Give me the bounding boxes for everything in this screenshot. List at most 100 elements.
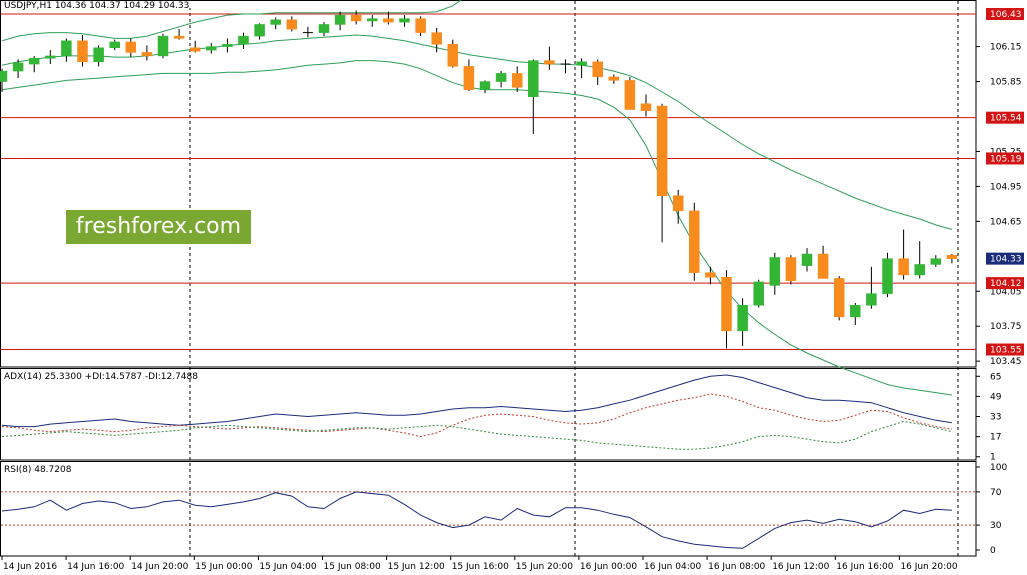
candle-body-21 (334, 14, 346, 25)
price-tag-label-5: 103.55 (990, 346, 1022, 356)
chart-title: USDJPY,H1 104.36 104.37 104.29 104.33 (4, 1, 189, 11)
adx-panel-frame (0, 368, 977, 461)
candle-body-23 (367, 18, 378, 22)
candle-body-6 (93, 47, 104, 62)
candle-45 (721, 270, 732, 349)
candle-body-5 (77, 40, 88, 62)
candle-body-16 (254, 24, 265, 37)
candle-28 (447, 39, 459, 68)
candle-body-26 (415, 18, 426, 33)
adx-tick-label-3: 17 (990, 433, 1001, 443)
candle-body-7 (109, 41, 120, 49)
candle-54 (866, 266, 877, 309)
time-tick-label-7: 15 Jun 16:00 (452, 562, 509, 572)
adx-tick-label-2: 33 (990, 413, 1001, 423)
candle-10 (157, 33, 169, 59)
candle-body-0 (0, 70, 8, 82)
time-tick-label-11: 16 Jun 08:00 (708, 562, 765, 572)
adx-series-1-line (1, 393, 952, 438)
candle-0 (0, 68, 8, 93)
candle-36 (576, 58, 587, 79)
watermark-logo: freshforex.com (66, 210, 251, 244)
candle-body-32 (511, 73, 523, 88)
time-tick-label-6: 15 Jun 12:00 (388, 562, 445, 572)
candle-47 (753, 279, 764, 308)
title-bg (1, 1, 191, 8)
candle-body-17 (270, 19, 281, 25)
candle-body-50 (801, 253, 813, 266)
candle-body-46 (737, 305, 748, 332)
price-tag-bg-0 (986, 7, 1024, 20)
candle-body-45 (721, 277, 732, 332)
candle-26 (415, 16, 426, 37)
price-tag-bg-2 (986, 152, 1024, 165)
candle-15 (238, 32, 249, 49)
rsi-tick-label-0: 100 (990, 463, 1007, 473)
candle-34 (544, 46, 555, 70)
candle-body-51 (817, 253, 829, 279)
candle-27 (431, 27, 442, 53)
time-tick-label-1: 14 Jun 16:00 (67, 562, 124, 572)
time-tick-label-10: 16 Jun 04:00 (644, 562, 701, 572)
candle-body-12 (189, 47, 201, 52)
candle-body-37 (592, 61, 603, 78)
candle-38 (608, 74, 620, 84)
rsi-tick-label-2: 30 (990, 521, 1002, 531)
candle-9 (141, 45, 153, 61)
candle-11 (173, 29, 185, 40)
price-tag-label-3: 104.33 (990, 255, 1022, 265)
candle-body-40 (640, 103, 652, 111)
candle-body-18 (286, 19, 298, 30)
candle-body-11 (173, 35, 185, 39)
candle-51 (817, 245, 829, 279)
candle-body-20 (318, 24, 330, 33)
candle-59 (946, 253, 958, 264)
rsi-tick-label-3: 0 (990, 546, 996, 556)
price-tag-bg-1 (986, 111, 1024, 124)
candle-4 (61, 38, 72, 62)
candle-body-59 (946, 254, 958, 259)
price-tick-label-7: 103.45 (990, 357, 1022, 367)
adx-tick-label-1: 49 (990, 392, 1002, 402)
candle-body-29 (463, 66, 475, 90)
candle-body-27 (431, 32, 442, 45)
candle-body-13 (206, 46, 217, 51)
candle-body-3 (45, 55, 56, 59)
candle-17 (270, 17, 281, 30)
candle-body-24 (383, 18, 394, 23)
candle-37 (592, 59, 603, 86)
candle-8 (125, 38, 137, 58)
candle-18 (286, 16, 298, 32)
adx-title: ADX(14) 25.3300 +DI:14.5787 -DI:12.7488 (4, 372, 198, 382)
candle-41 (656, 103, 668, 243)
candle-body-1 (12, 62, 24, 72)
candle-body-49 (785, 257, 797, 282)
candle-43 (689, 202, 700, 281)
candle-body-56 (898, 258, 909, 276)
candle-42 (672, 189, 684, 224)
candle-body-28 (447, 44, 459, 67)
candle-body-33 (528, 60, 539, 97)
candle-body-53 (850, 305, 861, 318)
adx-series-2-line (1, 420, 953, 450)
time-tick-label-8: 15 Jun 20:00 (516, 562, 573, 572)
rsi-title: RSI(8) 48.7208 (4, 465, 72, 475)
price-tick-label-3: 104.95 (990, 182, 1022, 192)
candle-58 (930, 255, 942, 267)
adx-tick-label-0: 65 (990, 372, 1001, 382)
candle-body-55 (882, 258, 893, 294)
candle-33 (528, 59, 539, 134)
time-tick-label-2: 14 Jun 20:00 (131, 562, 188, 572)
candle-body-14 (222, 44, 233, 47)
time-tick-label-9: 16 Jun 00:00 (580, 562, 637, 572)
price-tick-label-1: 105.85 (990, 78, 1022, 88)
candle-body-58 (930, 258, 942, 265)
candle-body-30 (479, 81, 491, 90)
candle-6 (93, 45, 104, 67)
candle-body-2 (28, 58, 40, 65)
candle-body-41 (656, 105, 668, 196)
rsi-series-line (1, 491, 952, 549)
time-tick-label-12: 16 Jun 12:00 (772, 562, 829, 572)
candle-body-47 (753, 281, 764, 306)
